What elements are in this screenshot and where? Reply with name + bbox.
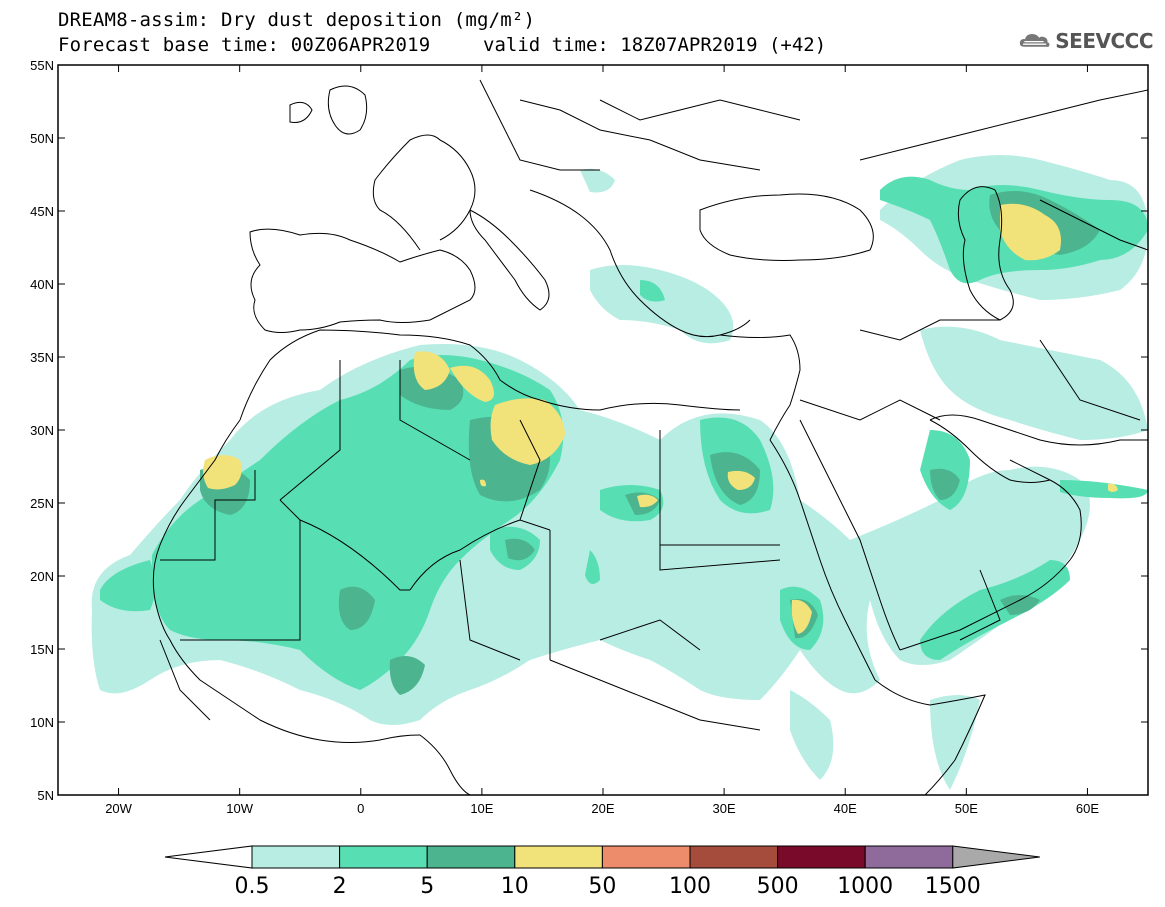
- lat-tick-label: 20N: [30, 569, 54, 584]
- logo-text: SEEVCCC: [1055, 29, 1153, 53]
- lat-tick-label: 50N: [30, 131, 54, 146]
- lat-tick-label: 45N: [30, 204, 54, 219]
- valid-time: valid time: 18Z07APR2019 (+42): [483, 34, 827, 56]
- colorbar-label: 100: [669, 874, 711, 899]
- colorbar-label: 500: [757, 874, 799, 899]
- lon-tick-label: 0: [357, 801, 364, 816]
- coastlines-and-borders: [152, 79, 1148, 795]
- dust-deposition-fields: [91, 155, 1148, 790]
- colorbar-label: 10: [501, 874, 529, 899]
- lon-tick-label: 60E: [1076, 801, 1099, 816]
- colorbar-segment: [864, 845, 954, 869]
- latitude-axis: 55N 50N 45N 40N 35N 30N 25N 20N 15N 10N 5N: [30, 58, 1148, 803]
- colorbar-over-arrow: [952, 845, 1040, 869]
- lat-tick-label: 40N: [30, 277, 54, 292]
- cloud-icon: [1019, 33, 1050, 47]
- colorbar-label: 5: [420, 874, 434, 899]
- lat-tick-label: 25N: [30, 496, 54, 511]
- map-area: [58, 65, 1148, 795]
- colorbar-label: 1000: [837, 874, 893, 899]
- colorbar-label: 0.5: [235, 874, 270, 899]
- longitude-axis: 20W 10W 0 10E 20E 30E 40E 50E 60E: [105, 65, 1099, 816]
- lat-tick-label: 35N: [30, 350, 54, 365]
- seevccc-logo: SEEVCCC: [1018, 24, 1153, 58]
- lat-tick-label: 30N: [30, 423, 54, 438]
- lon-tick-label: 20W: [105, 801, 132, 816]
- lon-tick-label: 40E: [834, 801, 857, 816]
- colorbar-segment: [689, 845, 779, 869]
- chart-title: DREAM8-assim: Dry dust deposition (mg/m²…: [58, 9, 536, 31]
- colorbar-label: 1500: [925, 874, 981, 899]
- colorbar-segment: [601, 845, 691, 869]
- colorbar: 0.5 2 5 10 50 100 500 1000 1500: [164, 845, 1040, 899]
- lon-tick-label: 50E: [955, 801, 978, 816]
- lon-tick-label: 10E: [470, 801, 493, 816]
- colorbar-label: 50: [588, 874, 616, 899]
- forecast-base-time: Forecast base time: 00Z06APR2019: [58, 34, 431, 56]
- lat-tick-label: 15N: [30, 642, 54, 657]
- colorbar-segment: [514, 845, 603, 869]
- lat-tick-label: 55N: [30, 58, 54, 73]
- colorbar-segment: [251, 845, 341, 869]
- colorbar-segment: [339, 845, 428, 869]
- colorbar-segment: [777, 845, 866, 869]
- colorbar-label: 2: [333, 874, 347, 899]
- lat-tick-label: 10N: [30, 715, 54, 730]
- lon-tick-label: 30E: [713, 801, 736, 816]
- lat-tick-label: 5N: [37, 788, 54, 803]
- lon-tick-label: 10W: [226, 801, 253, 816]
- colorbar-segment: [426, 845, 516, 869]
- level-10-50: [203, 203, 1118, 634]
- colorbar-under-arrow: [164, 845, 253, 869]
- lon-tick-label: 20E: [591, 801, 614, 816]
